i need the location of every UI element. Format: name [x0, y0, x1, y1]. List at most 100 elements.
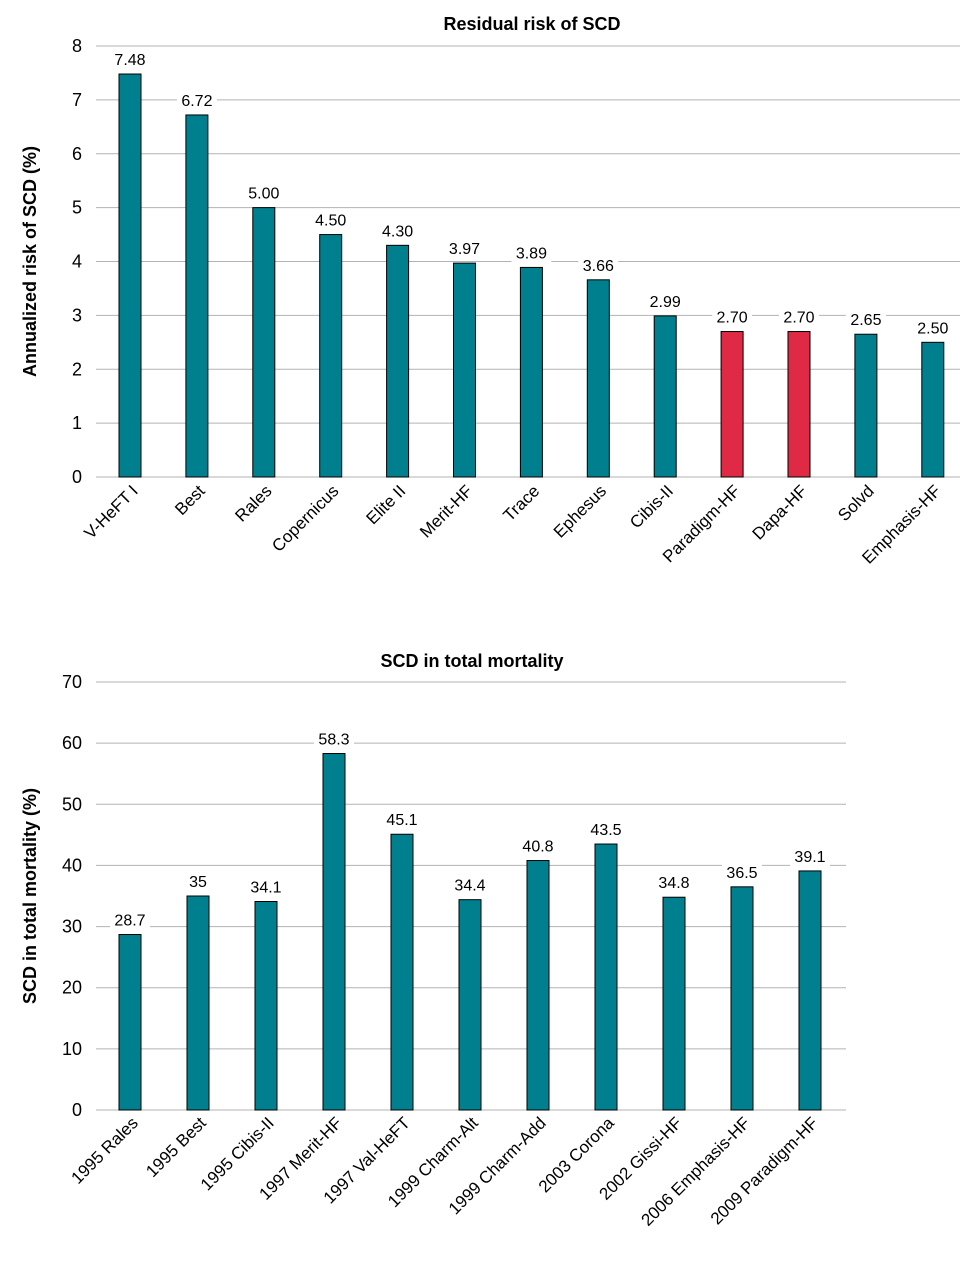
y-tick-label: 30: [62, 917, 82, 937]
data-label-background: [912, 317, 953, 338]
data-label-group: 6.72: [176, 89, 217, 110]
data-label-group: 2.70: [779, 306, 819, 327]
data-label: 7.48: [114, 52, 145, 69]
y-tick-label: 4: [72, 252, 82, 272]
data-label-group: 58.3: [314, 728, 354, 749]
y-tick-label: 20: [62, 978, 82, 998]
x-tick-label: Solvd: [834, 481, 878, 525]
data-label-background: [382, 809, 422, 830]
data-label-group: 43.5: [586, 819, 626, 840]
data-label: 3.66: [583, 258, 614, 275]
data-label: 28.7: [114, 913, 145, 930]
data-label-group: 2.50: [912, 317, 953, 338]
bar-solvd: [854, 333, 878, 478]
data-label-background: [586, 819, 626, 840]
bar-rales: [252, 207, 276, 478]
x-tick-label: Elite II: [363, 481, 410, 528]
x-tick-label: Copernicus: [268, 481, 342, 555]
chart-1: 0 1 2 3 4 5 6 7 8 Residual risk of SCD Annualized …: [20, 14, 960, 568]
bar-2002-gissi-hf: [662, 896, 686, 1111]
data-label-group: 34.4: [450, 874, 490, 895]
bar-1995-cibis-ii: [254, 901, 278, 1111]
data-label-background: [187, 871, 209, 891]
data-label: 43.5: [590, 822, 621, 839]
data-label-group: 36.5: [722, 861, 762, 882]
bar-1997-val-heft: [390, 833, 414, 1111]
bar-emphasis-hf: [921, 341, 945, 478]
x-tick-label: Merit-HF: [416, 481, 476, 541]
y-tick-label: 50: [62, 794, 82, 814]
bar-2006-emphasis-hf: [730, 886, 754, 1111]
y-axis-label: Annualized risk of SCD (%): [20, 146, 40, 377]
bar-1995-best: [186, 895, 210, 1111]
data-label: 3.97: [449, 241, 480, 258]
data-label: 39.1: [794, 849, 825, 866]
x-tick-label: Rales: [231, 481, 275, 525]
bar-1999-charm-add: [526, 860, 550, 1111]
data-label-group: 7.48: [110, 49, 150, 70]
data-label: 2.70: [783, 310, 814, 327]
chart-2: 0 10 20 30 40 50 60 70 SCD in total mortality SCD…: [20, 651, 846, 1230]
data-label: 4.50: [315, 213, 346, 230]
data-label: 36.5: [726, 865, 757, 882]
data-label-background: [511, 242, 552, 263]
data-label: 34.8: [658, 875, 689, 892]
bar-2009-paradigm-hf: [798, 870, 822, 1111]
data-label: 5.00: [248, 186, 279, 203]
x-tick-label: Best: [171, 481, 209, 519]
data-label-background: [444, 238, 485, 259]
y-tick-label: 7: [72, 90, 82, 110]
data-label: 34.4: [454, 878, 485, 895]
x-tick-label: 1995 Best: [142, 1113, 210, 1181]
data-label-background: [578, 254, 619, 275]
bar-best: [185, 114, 209, 478]
chart-title: SCD in total mortality: [380, 651, 563, 671]
data-label-group: 2.70: [712, 306, 753, 327]
y-tick-label: 60: [62, 733, 82, 753]
chart-title: Residual risk of SCD: [443, 14, 620, 34]
data-label-background: [176, 89, 217, 110]
y-tick-label: 3: [72, 305, 82, 325]
bar-merit-hf: [453, 262, 476, 478]
data-label: 34.1: [250, 880, 281, 897]
y-tick-label: 0: [72, 467, 82, 487]
data-label-background: [518, 835, 558, 856]
data-label-background: [790, 845, 830, 866]
bar-1999-charm-alt: [458, 899, 482, 1111]
data-label: 2.99: [650, 294, 681, 311]
data-label-group: 40.8: [518, 835, 558, 856]
y-tick-label: 5: [72, 198, 82, 218]
data-label-background: [645, 290, 686, 311]
data-label: 2.65: [850, 312, 881, 329]
data-label-group: 2.99: [645, 290, 686, 311]
data-label-background: [845, 309, 886, 330]
data-label-group: 35: [187, 871, 209, 891]
data-label-background: [712, 306, 753, 327]
x-tick-label: V-HeFT I: [81, 481, 142, 542]
data-label: 2.50: [917, 320, 948, 337]
x-tick-label: Dapa-HF: [749, 481, 811, 543]
x-tick-label: Ephesus: [550, 481, 610, 541]
data-label-group: 28.7: [110, 909, 150, 930]
y-axis-label: SCD in total mortality (%): [20, 788, 40, 1004]
bar-copernicus: [319, 234, 343, 478]
bar-cibis-ii: [653, 315, 677, 478]
data-label: 40.8: [522, 839, 553, 856]
data-label-group: 4.50: [310, 209, 351, 230]
data-label: 58.3: [318, 732, 349, 749]
data-label-background: [779, 306, 819, 327]
y-tick-label: 70: [62, 672, 82, 692]
data-label-group: 39.1: [790, 845, 830, 866]
data-label: 3.89: [516, 245, 547, 262]
data-label-background: [243, 182, 284, 203]
data-label-group: 3.66: [578, 254, 619, 275]
data-label: 35: [189, 874, 207, 891]
data-label-group: 34.8: [654, 872, 694, 893]
bar-1995-rales: [118, 934, 142, 1111]
data-label-group: 4.30: [377, 220, 418, 241]
data-label: 4.30: [382, 223, 413, 240]
bar-v-heft-i: [118, 73, 142, 478]
data-label-background: [377, 220, 418, 241]
y-tick-label: 10: [62, 1039, 82, 1059]
